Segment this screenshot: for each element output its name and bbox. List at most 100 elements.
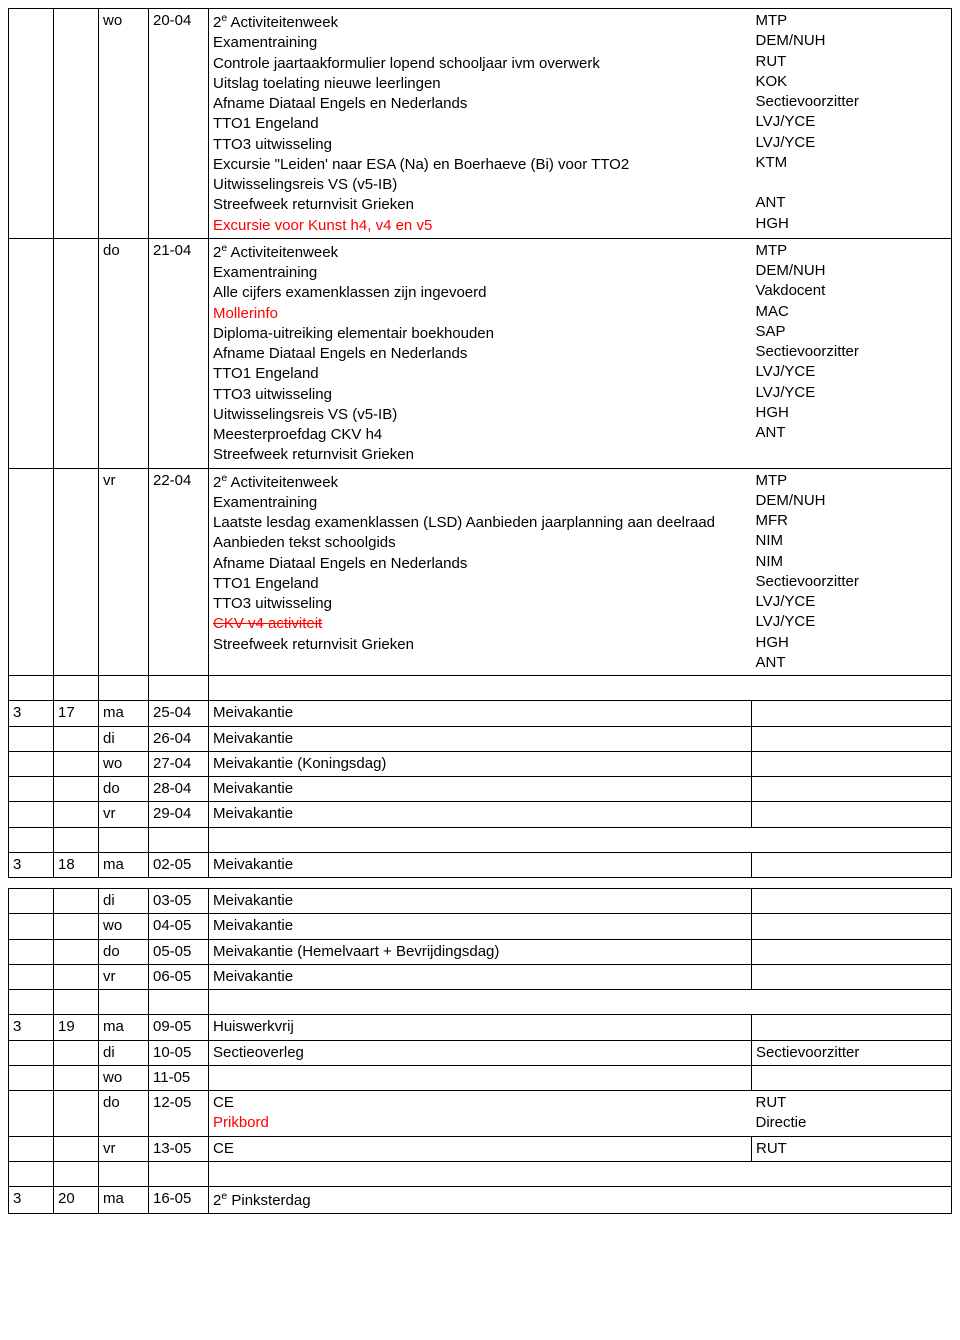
date-cell: 11-05 bbox=[149, 1065, 209, 1090]
week-cell bbox=[54, 238, 99, 468]
day-cell: ma bbox=[99, 1187, 149, 1214]
activity-line: Laatste lesdag examenklassen (LSD) Aanbi… bbox=[213, 513, 748, 533]
date-cell: 21-04 bbox=[149, 238, 209, 468]
period-cell bbox=[9, 1040, 54, 1065]
activities-cell bbox=[209, 1065, 752, 1090]
owner-line: LVJ/YCE bbox=[756, 383, 948, 403]
owner-line: Sectievoorzitter bbox=[756, 572, 948, 592]
activity-line: TTO1 Engeland bbox=[213, 574, 748, 594]
date-cell: 26-04 bbox=[149, 726, 209, 751]
table-row: vr22-042e ActiviteitenweekExamentraining… bbox=[9, 468, 952, 676]
activity-line: Streefweek returnvisit Grieken bbox=[213, 635, 748, 655]
date-cell: 04-05 bbox=[149, 914, 209, 939]
activities-cell: Meivakantie bbox=[209, 726, 752, 751]
week-cell bbox=[54, 1040, 99, 1065]
activity-line: Excursie voor Kunst h4, v4 en v5 bbox=[213, 216, 748, 236]
activity-line: Aanbieden tekst schoolgids bbox=[213, 533, 748, 553]
owner-line: Sectievoorzitter bbox=[756, 342, 948, 362]
week-cell bbox=[54, 751, 99, 776]
period-cell bbox=[9, 914, 54, 939]
activity-line: Afname Diataal Engels en Nederlands bbox=[213, 94, 748, 114]
activity-line: Uitwisselingsreis VS (v5-IB) bbox=[213, 175, 748, 195]
table-row: wo11-05 bbox=[9, 1065, 952, 1090]
spacer-cell bbox=[752, 676, 952, 701]
owner-line: LVJ/YCE bbox=[756, 612, 948, 632]
activities-cell: Meivakantie (Hemelvaart + Bevrijdingsdag… bbox=[209, 939, 752, 964]
day-cell: do bbox=[99, 238, 149, 468]
spacer-cell bbox=[54, 827, 99, 852]
activity-line: Afname Diataal Engels en Nederlands bbox=[213, 344, 748, 364]
period-cell bbox=[9, 889, 54, 914]
activities-cell: Meivakantie bbox=[209, 914, 752, 939]
activities-cell: 2e ActiviteitenweekExamentrainingLaatste… bbox=[209, 468, 752, 676]
period-cell: 3 bbox=[9, 701, 54, 726]
date-cell: 16-05 bbox=[149, 1187, 209, 1214]
date-cell: 12-05 bbox=[149, 1091, 209, 1137]
period-cell bbox=[9, 777, 54, 802]
day-cell: di bbox=[99, 1040, 149, 1065]
owner-line: HGH bbox=[756, 633, 948, 653]
table-row: di03-05Meivakantie bbox=[9, 889, 952, 914]
spacer-cell bbox=[209, 990, 752, 1015]
owner-line bbox=[756, 1189, 948, 1209]
owner-line: Vakdocent bbox=[756, 281, 948, 301]
schedule-table-2: di03-05Meivakantiewo04-05Meivakantiedo05… bbox=[8, 888, 952, 1214]
day-cell: di bbox=[99, 726, 149, 751]
period-cell: 3 bbox=[9, 1187, 54, 1214]
period-cell bbox=[9, 1065, 54, 1090]
week-cell bbox=[54, 1091, 99, 1137]
owner-line: MFRNIM bbox=[756, 511, 948, 552]
owner-line: NIM bbox=[756, 552, 948, 572]
owner-line: MTP bbox=[756, 11, 948, 31]
period-cell bbox=[9, 802, 54, 827]
owner-cell: Sectievoorzitter bbox=[752, 1040, 952, 1065]
spacer-cell bbox=[54, 1161, 99, 1186]
owner-line: ANT bbox=[756, 653, 948, 673]
spacer-cell bbox=[752, 990, 952, 1015]
spacer-cell bbox=[9, 676, 54, 701]
spacer-cell bbox=[209, 827, 752, 852]
owner-line: LVJ/YCE bbox=[756, 362, 948, 382]
owner-line bbox=[756, 173, 948, 193]
activities-cell: Meivakantie (Koningsdag) bbox=[209, 751, 752, 776]
activity-line: Meesterproefdag CKV h4 bbox=[213, 425, 748, 445]
owner-line: Sectievoorzitter bbox=[756, 92, 948, 112]
spacer-cell bbox=[9, 990, 54, 1015]
owner-line: Directie bbox=[756, 1113, 948, 1133]
spacer-cell bbox=[9, 1161, 54, 1186]
activity-line: Mollerinfo bbox=[213, 304, 748, 324]
period-cell bbox=[9, 726, 54, 751]
date-cell: 06-05 bbox=[149, 964, 209, 989]
activities-cell: Meivakantie bbox=[209, 889, 752, 914]
activity-line: Uitwisselingsreis VS (v5-IB) bbox=[213, 405, 748, 425]
activity-line: 2e Activiteitenweek bbox=[213, 11, 748, 33]
owner-cell bbox=[752, 852, 952, 877]
day-cell: vr bbox=[99, 802, 149, 827]
period-cell: 3 bbox=[9, 1015, 54, 1040]
owner-cell bbox=[752, 1187, 952, 1214]
spacer-cell bbox=[99, 1161, 149, 1186]
table-row: do21-042e ActiviteitenweekExamentraining… bbox=[9, 238, 952, 468]
table-row: wo20-042e ActiviteitenweekExamentraining… bbox=[9, 9, 952, 239]
schedule-table-1: wo20-042e ActiviteitenweekExamentraining… bbox=[8, 8, 952, 878]
week-cell bbox=[54, 939, 99, 964]
owner-line: DEM/NUH bbox=[756, 261, 948, 281]
period-cell bbox=[9, 9, 54, 239]
date-cell: 13-05 bbox=[149, 1136, 209, 1161]
day-cell: do bbox=[99, 777, 149, 802]
period-cell bbox=[9, 238, 54, 468]
activities-cell: CE bbox=[209, 1136, 752, 1161]
period-cell bbox=[9, 468, 54, 676]
date-cell: 10-05 bbox=[149, 1040, 209, 1065]
day-cell: ma bbox=[99, 1015, 149, 1040]
owner-cell bbox=[752, 802, 952, 827]
day-cell: ma bbox=[99, 701, 149, 726]
activity-line: Controle jaartaakformulier lopend school… bbox=[213, 54, 748, 74]
spacer-cell bbox=[149, 827, 209, 852]
week-cell: 20 bbox=[54, 1187, 99, 1214]
period-cell: 3 bbox=[9, 852, 54, 877]
date-cell: 20-04 bbox=[149, 9, 209, 239]
day-cell: di bbox=[99, 889, 149, 914]
owner-line: LVJ/YCE bbox=[756, 112, 948, 132]
spacer-cell bbox=[99, 676, 149, 701]
